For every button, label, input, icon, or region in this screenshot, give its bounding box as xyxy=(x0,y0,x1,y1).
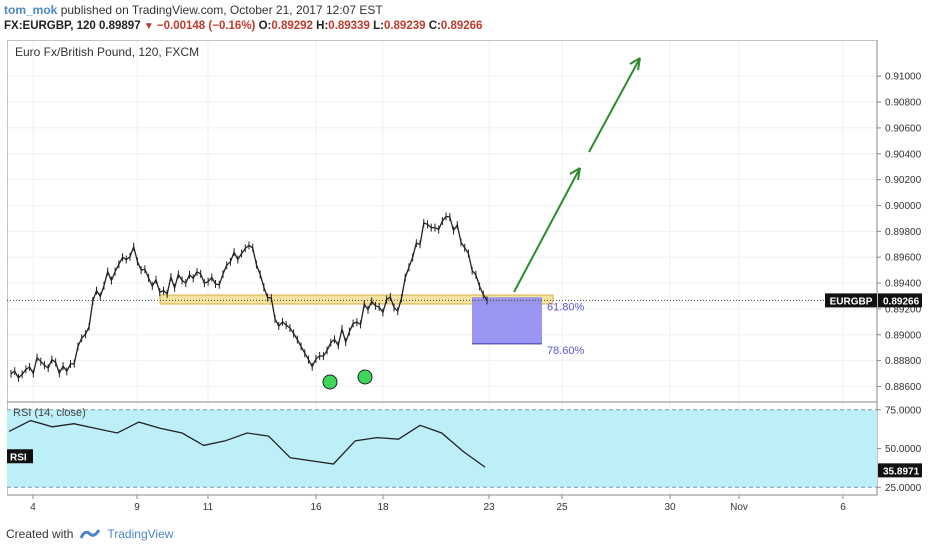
chart-area[interactable]: Euro Fx/British Pound, 120, FXCM 61.80% 7… xyxy=(7,40,922,518)
arrow-head-1 xyxy=(569,167,581,181)
open-label: O: xyxy=(258,20,272,32)
tradingview-link[interactable]: TradingView xyxy=(107,527,174,541)
price-tick-label: 0.89200 xyxy=(885,304,922,315)
time-tick-label: 18 xyxy=(377,502,389,513)
rsi-value-tag-bg xyxy=(878,463,922,478)
symbol-quote-line: FX:EURGBP, 120 0.89897 ▼ −0.00148 (−0.16… xyxy=(4,20,482,32)
time-tick-label: 25 xyxy=(556,502,568,513)
price-tick-label: 0.90000 xyxy=(885,201,922,212)
price-tick-label: 0.88600 xyxy=(885,382,922,393)
double-bottom-marker-1 xyxy=(322,374,338,390)
price-tick-label: 0.88800 xyxy=(885,356,922,367)
price-tick-label: 0.90400 xyxy=(885,149,922,160)
rsi-tick-label: 25.0000 xyxy=(885,483,922,494)
rsi-pane: RSI (14, close) RSI xyxy=(7,407,877,488)
annotation-zones: 61.80% 78.60% xyxy=(7,294,877,357)
double-bottom-marker-2 xyxy=(357,369,373,385)
fib-label-618: 61.80% xyxy=(547,301,585,313)
projection-arrow-1 xyxy=(513,167,581,293)
price-tag-bg xyxy=(878,293,922,308)
price-tick-label: 0.90600 xyxy=(885,123,922,134)
price-tick-label: 0.89400 xyxy=(885,279,922,290)
price-tick-label: 0.90200 xyxy=(885,175,922,186)
rsi-tick-label: 50.0000 xyxy=(885,444,922,455)
price-tick-label: 0.90800 xyxy=(885,98,922,109)
projection-arrow-2 xyxy=(588,57,641,153)
high-value: 0.89339 xyxy=(328,20,370,32)
low-label: L: xyxy=(373,20,384,32)
symbol-label: FX:EURGBP, 120 xyxy=(4,20,96,32)
time-tick-label: 9 xyxy=(134,502,140,513)
chart-border xyxy=(7,40,878,496)
symbol-tag: EURGBP xyxy=(830,296,873,307)
chart-title: Euro Fx/British Pound, 120, FXCM xyxy=(15,45,199,59)
support-zone xyxy=(159,294,554,305)
price-series xyxy=(10,212,488,382)
rsi-tick-label: 75.0000 xyxy=(885,405,922,416)
fib-box xyxy=(472,297,542,344)
annotations xyxy=(322,57,641,390)
symbol-tag-bg xyxy=(825,293,877,308)
rsi-value-tag: 35.8971 xyxy=(883,466,920,477)
time-tick-label: 4 xyxy=(30,502,36,513)
last-price: 0.89897 xyxy=(99,20,141,32)
time-tick-label: 23 xyxy=(483,502,495,513)
low-value: 0.89239 xyxy=(383,20,426,32)
fib-label-786: 78.60% xyxy=(547,345,585,357)
close-value: 0.89266 xyxy=(440,20,483,32)
arrow-head-2 xyxy=(629,57,641,71)
down-arrow-icon: ▼ xyxy=(143,21,154,32)
time-tick-label: 6 xyxy=(840,502,846,513)
publish-text: published on TradingView.com, October 21… xyxy=(60,3,383,17)
rsi-label: RSI (14, close) xyxy=(13,407,86,419)
price-tag: 0.89266 xyxy=(883,296,920,307)
open-value: 0.89292 xyxy=(271,20,313,32)
rsi-tag: RSI xyxy=(10,452,27,463)
time-tick-label: 16 xyxy=(310,502,322,513)
created-with-label: Created with xyxy=(6,527,74,541)
price-tick-label: 0.89600 xyxy=(885,253,922,264)
author-name[interactable]: tom_mok xyxy=(4,3,58,17)
price-tick-label: 0.89800 xyxy=(885,227,922,238)
publish-info: tom_mok published on TradingView.com, Oc… xyxy=(4,3,383,17)
price-tick-label: 0.89000 xyxy=(885,330,922,341)
price-change: −0.00148 (−0.16%) xyxy=(156,20,256,32)
price-axis[interactable]: 0.91000 0.90800 0.90600 0.90400 0.90200 0.900… xyxy=(825,72,922,494)
rsi-line xyxy=(8,419,486,468)
rsi-band xyxy=(7,409,877,488)
high-label: H: xyxy=(316,20,329,32)
price-line xyxy=(10,215,488,379)
time-tick-label: Nov xyxy=(730,502,748,513)
time-axis[interactable]: 4 9 11 16 18 23 25 30 Nov 6 xyxy=(30,495,846,513)
footer: Created with TradingView xyxy=(6,527,173,541)
close-label: C: xyxy=(428,20,441,32)
rsi-tag-bg xyxy=(7,449,33,464)
price-tick-label: 0.91000 xyxy=(885,72,922,83)
time-tick-label: 30 xyxy=(664,502,676,513)
tradingview-logo-icon xyxy=(80,529,101,539)
time-tick-label: 11 xyxy=(203,502,214,513)
